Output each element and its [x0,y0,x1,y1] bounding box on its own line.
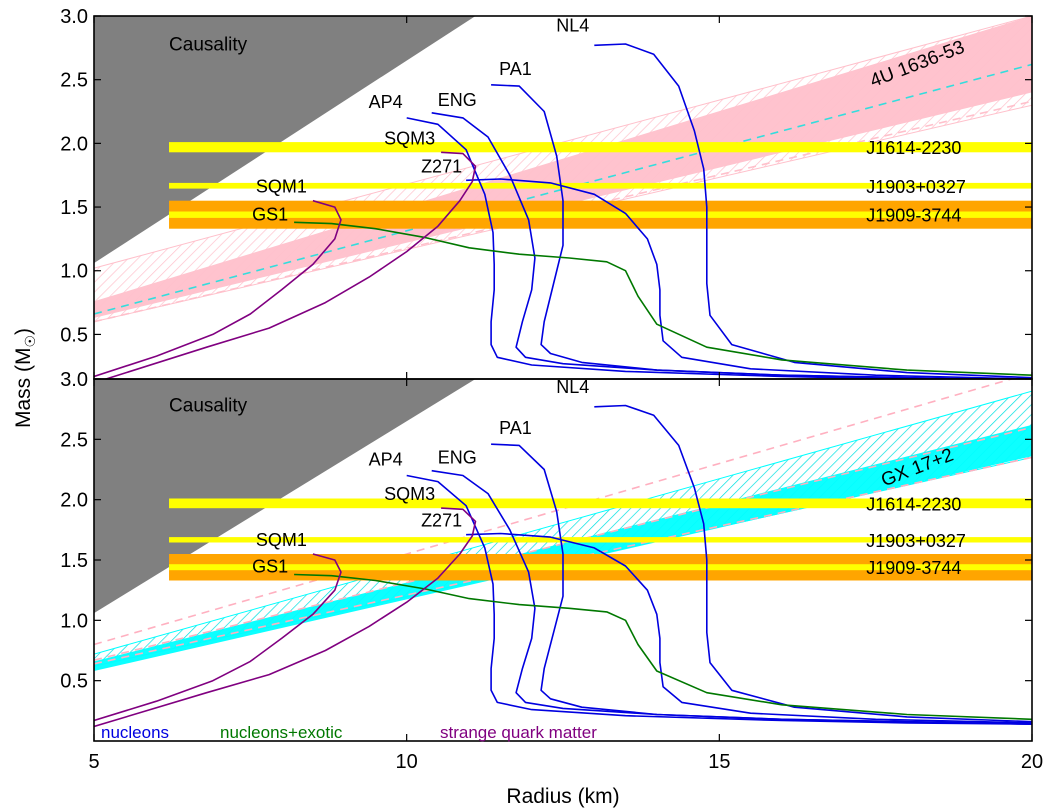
curve-label: NL4 [556,377,589,397]
band-dashed-line [94,426,1032,661]
band-filled-region [94,16,1032,318]
curve-label: SQM1 [256,177,307,197]
y-tick-label: 1.5 [60,550,88,572]
mr-curve-sqm1 [94,199,342,378]
mr-curve-eng [431,469,1032,725]
curve-label: ENG [438,90,477,110]
band-dashed-line [94,379,1015,646]
pulsar-label: J1614-2230 [866,494,961,514]
curve-label: PA1 [499,418,532,438]
footer-legend: nucleons nucleons+exotic strange quark m… [101,723,597,742]
curve-label: Z271 [421,511,462,531]
band-filled-region [94,424,1032,671]
causality-label: Causality [169,34,248,55]
legend-strange: strange quark matter [440,723,597,742]
curve-label: SQM1 [256,530,307,550]
pulsar-label: J1903+0327 [866,177,966,197]
mr-curve-gs1 [294,573,1032,721]
y-tick-label: 0.5 [60,324,88,346]
pulsar-band [169,142,1032,153]
y-tick-label: 3.0 [60,369,88,391]
pulsar-band [169,537,1032,543]
legend-nucleons: nucleons [101,723,169,742]
y-axis-label-sub: ☉ [22,335,38,348]
x-tick-label: 5 [88,751,99,773]
y-axis-label: Mass (M☉) [12,328,38,428]
mr-curve-sqm3 [94,507,477,728]
pulsar-band-inner [169,564,1032,571]
bottom-panel: J1614-2230 J1903+0327 J1909-3744 NL4 PA1 ENG A… [94,377,1032,728]
curve-label: GS1 [252,557,288,577]
mr-curve-sqm3 [103,151,477,379]
pulsar-band-inner [169,211,1032,218]
mr-curve-z271 [466,532,1032,724]
x-tick-label: 20 [1021,751,1043,773]
pulsar-band [169,182,1032,189]
y-tick-label: 2.0 [60,490,88,512]
curve-label: GS1 [252,204,288,224]
y-tick-label: 2.5 [60,70,88,92]
pulsar-label: J1903+0327 [866,531,966,551]
mr-curve-gs1 [294,221,1032,376]
legend-exotic: nucleons+exotic [220,723,343,742]
curve-label: SQM3 [384,484,435,504]
curve-label: Z271 [421,156,462,176]
y-tick-label: 3.0 [60,6,88,28]
y-tick-label: 1.0 [60,261,88,283]
mr-curve-sqm1 [94,553,342,722]
y-axis-label-close: ) [12,328,35,335]
mr-curve-z271 [466,178,1032,379]
top-panel: J1614-2230 J1903+0327 J1909-3744 NL4 PA1 ENG A… [94,15,1032,379]
pulsar-label: J1614-2230 [866,138,961,158]
pulsar-band [169,498,1032,509]
mr-curve-ap4 [406,117,984,379]
y-tick-label: 2.0 [60,133,88,155]
curve-label: AP4 [369,450,403,470]
pulsar-label: J1909-3744 [866,206,961,226]
curve-label: AP4 [369,92,403,112]
curve-label: NL4 [556,15,589,35]
axes-overlay: 0.5 1.0 1.5 2.0 2.5 3.0 0.5 1.0 1.5 2.0 2.5 3.0 5 10 1… [60,6,1043,773]
y-tick-label: 1.5 [60,197,88,219]
curve-label: SQM3 [384,128,435,148]
x-tick-label: 15 [708,751,730,773]
y-axis-label-main: Mass (M [12,348,35,429]
causality-label: Causality [169,396,248,417]
y-tick-label: 0.5 [60,671,88,693]
curve-label: PA1 [499,59,532,79]
y-tick-label: 2.5 [60,429,88,451]
x-tick-label: 10 [396,751,418,773]
mr-curve-ap4 [406,474,1032,725]
x-axis-label: Radius (km) [506,785,619,808]
pulsar-label: J1909-3744 [866,558,961,578]
curve-label: ENG [438,448,477,468]
y-tick-label: 1.0 [60,610,88,632]
mr-curve-eng [431,112,1008,379]
band-dashed-line [94,63,1032,315]
